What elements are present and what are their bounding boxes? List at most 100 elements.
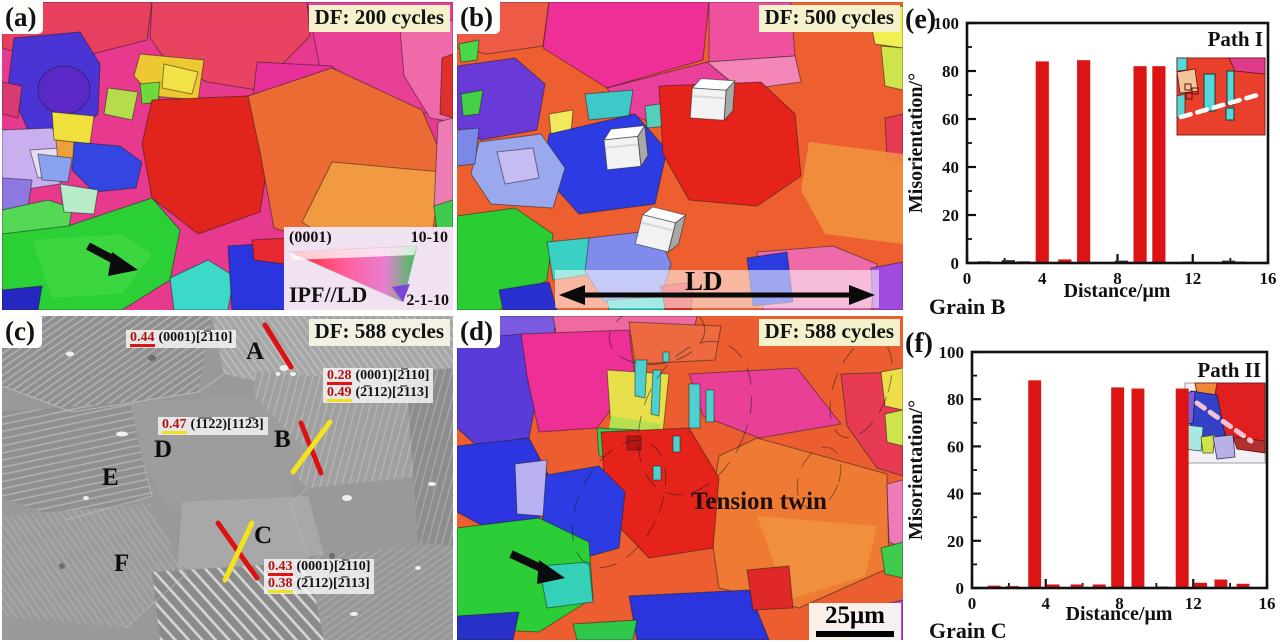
grain-caption: Grain C: [929, 618, 1007, 642]
grain-label-f: F: [114, 550, 130, 577]
slip-system-label: (0001)[2̅110]: [296, 559, 371, 574]
sem-micrograph: [2, 316, 453, 640]
deformation-arrow-icon: [509, 550, 565, 584]
x-axis-title: Distance/μm: [1064, 280, 1171, 302]
grain-label-c: C: [254, 522, 273, 549]
plot-frame: [970, 350, 1269, 590]
path-label: Path I: [1208, 27, 1263, 51]
panel-label: (b): [457, 2, 500, 34]
panel-c-sem-image-588-cycles: (c) DF: 588 cycles 0.44 (0001)[2̅110] 0.2…: [2, 316, 453, 640]
bar: [1131, 388, 1145, 588]
slip-system-label: (2̅112)[2̅113]: [296, 576, 370, 591]
grain-label-a: A: [246, 338, 265, 365]
bar: [1028, 380, 1042, 588]
twin-highlight-ellipses: [571, 316, 893, 569]
slip-system-label: (2̅112)[2̅113]: [355, 385, 429, 400]
bar: [1236, 583, 1250, 588]
unit-cell-marker-icon: [603, 125, 649, 171]
path-inset-map: [1176, 57, 1266, 136]
scale-bar-line: [816, 631, 894, 637]
grain-blobs: [2, 2, 453, 310]
grain-label-e: E: [102, 464, 119, 491]
bar: [1152, 66, 1166, 263]
x-tick-label: 4: [1042, 594, 1051, 613]
bar: [1214, 579, 1228, 588]
bar: [1058, 259, 1072, 263]
path-line: [1178, 91, 1264, 120]
path-label: Path II: [1197, 358, 1261, 382]
schmid-factor-annotation: 0.28 (0001)[2̅110] 0.49 (2̅112)[2̅113]: [323, 368, 434, 403]
schmid-factor-value: 0.44: [130, 330, 155, 347]
ebsd-map-a: [2, 2, 453, 310]
slip-system-label: (0001)[2̅110]: [158, 330, 233, 345]
grain-caption: Grain B: [929, 294, 1006, 318]
bar-plot: 0 4 8 12 16 0 20 40 60 80 100: [934, 14, 1277, 288]
y-tick-label: 80: [942, 62, 959, 81]
schmid-factor-value: 0.43: [268, 559, 293, 576]
x-tick-label: 0: [968, 594, 977, 613]
x-tick-label: 12: [1184, 269, 1201, 288]
panel-d-ipf-map-588-cycles: (d) DF: 588 cycles Tension twin 25μm: [457, 316, 903, 640]
ipf-color-key: (0001) 10-10 IPF//LD 2-1-10: [284, 227, 453, 310]
x-tick-label: 16: [1260, 269, 1277, 288]
y-tick-label: 40: [942, 158, 959, 177]
y-axis-title: Misorientation/°: [905, 73, 927, 213]
cycles-badge: DF: 500 cycles: [758, 5, 900, 32]
twin-lamellae: [634, 351, 715, 481]
schmid-factor-value: 0.49: [327, 385, 352, 402]
y-tick-label: 100: [939, 343, 965, 362]
legend-corner-2-1-10: 2-1-10: [406, 292, 449, 309]
ipf-triangle: [288, 245, 418, 303]
y-tick-label: 100: [934, 14, 960, 33]
y-axis-title: Misorientation/°: [905, 400, 927, 540]
y-tick-label: 60: [942, 110, 959, 129]
unit-cell-marker-icon: [689, 78, 736, 121]
slip-system-label: (1̅1̅22)[112̅3]: [190, 417, 264, 432]
bar: [1001, 260, 1015, 263]
path-line: [1194, 400, 1254, 444]
legend-plane-label: (0001): [289, 229, 332, 246]
legend-title: IPF//LD: [289, 282, 368, 307]
slip-trace-lines: [215, 322, 333, 583]
sem-grain-regions: [2, 316, 453, 640]
x-tick-label: 8: [1113, 269, 1122, 288]
panel-label: (e): [905, 4, 936, 35]
scale-bar-label: 25μm: [825, 602, 885, 629]
deformation-arrow-icon: [86, 242, 138, 276]
bar: [1194, 582, 1208, 588]
schmid-factor-value: 0.38: [268, 576, 293, 593]
schmid-factor-annotation: 0.43 (0001)[2̅110] 0.38 (2̅112)[2̅113]: [264, 559, 375, 594]
schmid-factor-annotation: 0.44 (0001)[2̅110]: [126, 330, 237, 348]
schmid-factor-value: 0.47: [162, 417, 187, 434]
misorientation-chart-grain-b: (e) Path I 0 4 8 12 16 0 20 40 60 80 100 Distance/…: [905, 0, 1280, 318]
x-tick-label: 8: [1115, 594, 1124, 613]
ebsd-map-d: [457, 316, 903, 640]
y-tick-label: 20: [942, 206, 959, 225]
loading-direction-label: LD: [685, 266, 723, 296]
grain-blobs: [457, 2, 903, 310]
bar: [1111, 387, 1125, 588]
bar: [1035, 61, 1049, 264]
y-tick-label: 0: [951, 254, 960, 273]
y-tick-label: 20: [947, 532, 964, 551]
panel-a-ipf-map-200-cycles: (a) DF: 200 cycles (0001) 10-10 IPF//LD: [2, 2, 453, 310]
schmid-factor-annotation: 0.47 (1̅1̅22)[112̅3]: [158, 417, 268, 435]
legend-corner-10-10: 10-10: [410, 229, 448, 246]
tension-twin-annotation: Tension twin: [691, 488, 827, 515]
ld-direction-arrow: [555, 270, 879, 308]
cycles-badge: DF: 588 cycles: [308, 319, 450, 346]
schmid-factor-value: 0.28: [327, 368, 352, 385]
misorientation-chart-grain-c: (f) Path II 0 4 8 12 16 0 20 40 60 80 100 Distance…: [905, 320, 1280, 642]
x-tick-label: 0: [963, 269, 972, 288]
panel-label: (d): [457, 316, 500, 348]
panel-label: (a): [2, 2, 44, 34]
grain-label-d: D: [154, 436, 173, 463]
bar: [1046, 584, 1060, 588]
cycles-badge: DF: 588 cycles: [758, 319, 900, 346]
x-tick-label: 4: [1038, 269, 1047, 288]
panel-label: (c): [2, 316, 42, 348]
bar: [1175, 388, 1189, 588]
unit-cell-marker-icon: [634, 206, 687, 253]
y-tick-label: 80: [947, 390, 964, 409]
